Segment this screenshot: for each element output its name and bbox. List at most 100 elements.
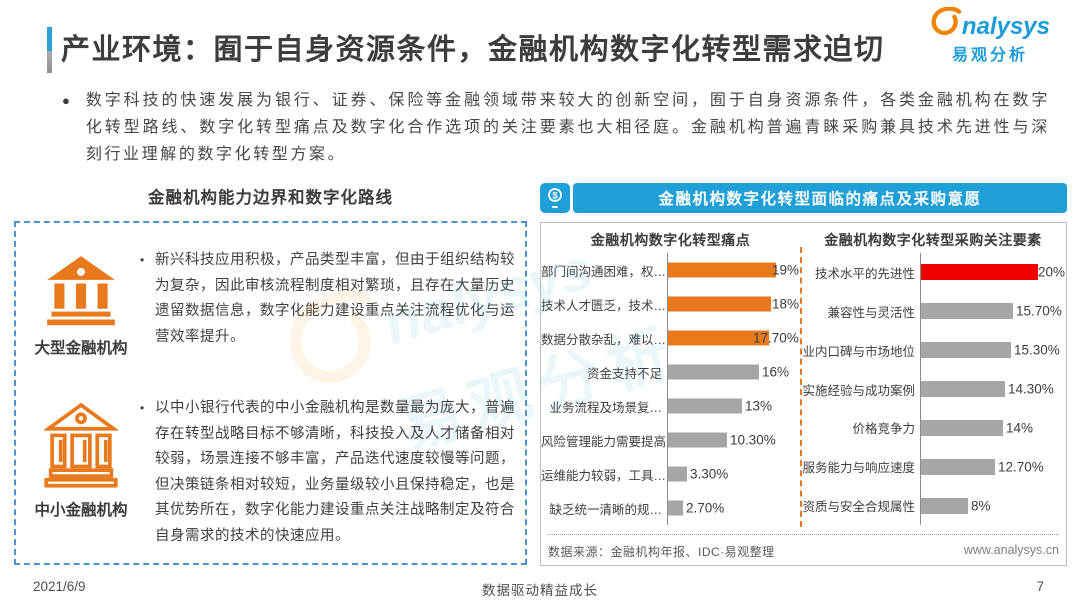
value-label: 15.70% xyxy=(1016,303,1062,319)
chart-row: 价格竞争力 14% xyxy=(800,408,1066,448)
page-number: 7 xyxy=(1036,579,1044,594)
bar-track: 17.70% xyxy=(667,321,800,355)
category-label: 缺乏统一清晰的规… xyxy=(549,502,662,517)
chart-row: 业务流程及场景复… 13% xyxy=(541,389,800,423)
category-label: 业务流程及场景复… xyxy=(549,400,662,415)
painpoints-panel: $ 金融机构数字化转型面临的痛点及采购意愿 金融机构数字化转型痛点 部门间沟通困… xyxy=(540,183,1067,566)
svg-text:$: $ xyxy=(552,191,558,202)
value-label: 8% xyxy=(971,498,991,514)
bar xyxy=(921,264,1038,281)
chart-row: 服务能力与响应速度 12.70% xyxy=(800,447,1066,487)
institution-item-small: 中小金融机构 • 以中小银行代表的中小金融机构是数量最为庞大，普遍存在转型战略目… xyxy=(16,396,525,549)
bar-track: 8% xyxy=(920,486,1066,526)
logo-brand-name: nalysys xyxy=(961,13,1050,40)
chart-row: 运维能力较弱，工具… 3.30% xyxy=(541,457,800,491)
category-label: 技术人才匮乏，技术… xyxy=(541,298,667,313)
bar-track: 12.70% xyxy=(920,447,1066,487)
bar-track: 16% xyxy=(667,355,800,389)
footer-date: 2021/6/9 xyxy=(33,579,86,594)
pain-points-chart: 金融机构数字化转型痛点 部门间沟通困难，权… 19% 技术人才匮乏，技术… 18% 数据… xyxy=(541,223,800,525)
mobile-payment-icon: $ xyxy=(540,183,570,213)
chart-row: 实施经验与成功案例 14.30% xyxy=(800,369,1066,409)
value-label: 3.30% xyxy=(690,466,729,482)
charts-divider xyxy=(800,247,802,527)
purchase-factors-chart: 金融机构数字化转型采购关注要素 技术水平的先进性 20% 兼容性与灵活性 15.70%… xyxy=(800,223,1066,526)
value-label: 19% xyxy=(772,262,800,278)
logo-subtitle: 易观分析 xyxy=(951,47,1028,64)
bar-track: 14% xyxy=(920,408,1066,448)
bar xyxy=(668,330,769,346)
list-bullet: • xyxy=(140,253,145,267)
category-label: 数据分散杂乱，难以… xyxy=(541,332,667,347)
institution-label: 大型金融机构 xyxy=(34,340,128,357)
category-label: 资质与安全合规属性 xyxy=(802,500,915,515)
chart-row: 业内口碑与市场地位 15.30% xyxy=(800,330,1066,370)
intro-text: 数字科技的快速发展为银行、证券、保险等金融领域带来较大的创新空间，囿于自身资源条… xyxy=(85,92,1050,163)
category-label: 运维能力较弱，工具… xyxy=(541,468,667,483)
bar xyxy=(668,466,687,482)
category-label: 兼容性与灵活性 xyxy=(827,305,915,320)
value-label: 14% xyxy=(1006,420,1034,436)
bar-track: 10.30% xyxy=(667,423,800,457)
bar xyxy=(921,419,1003,436)
chart-row: 缺乏统一清晰的规… 2.70% xyxy=(541,491,800,525)
chart-title: 金融机构数字化转型采购关注要素 xyxy=(824,232,1042,248)
institution-label: 中小金融机构 xyxy=(34,502,128,519)
bar xyxy=(921,497,968,514)
chart-row: 技术人才匮乏，技术… 18% xyxy=(541,287,800,321)
bar-track: 18% xyxy=(667,287,800,321)
bar-track: 15.70% xyxy=(920,291,1066,331)
footer-slogan: 数据驱动精益成长 xyxy=(482,583,598,598)
bar-track: 14.30% xyxy=(920,369,1066,409)
category-label: 业内口碑与市场地位 xyxy=(802,344,915,359)
bar xyxy=(668,296,771,312)
analysys-logo: nalysys 易观分析 xyxy=(930,6,1050,65)
bar-track: 19% xyxy=(667,253,800,287)
bar xyxy=(921,342,1011,359)
intro-paragraph: ● 数字科技的快速发展为银行、证券、保险等金融领域带来较大的创新空间，囿于自身资… xyxy=(62,87,1050,168)
bar xyxy=(668,364,760,380)
chart-title: 金融机构数字化转型痛点 xyxy=(590,232,751,248)
value-label: 10.30% xyxy=(730,432,776,448)
category-label: 技术水平的先进性 xyxy=(814,266,915,281)
chart-row: 部门间沟通困难，权… 19% xyxy=(541,253,800,287)
bank-outline-icon xyxy=(42,402,120,492)
chart-row: 技术水平的先进性 20% xyxy=(800,253,1066,292)
painpoints-panel-box: 金融机构数字化转型痛点 部门间沟通困难，权… 19% 技术人才匮乏，技术… 18% 数据… xyxy=(540,222,1067,566)
bar xyxy=(921,303,1013,320)
capability-panel-title: 金融机构能力边界和数字化路线 xyxy=(148,189,393,207)
bar-track: 20% xyxy=(920,253,1066,292)
bar xyxy=(668,398,743,414)
category-label: 实施经验与成功案例 xyxy=(802,383,915,398)
painpoints-panel-title: 金融机构数字化转型面临的痛点及采购意愿 xyxy=(573,183,1067,213)
value-label: 16% xyxy=(762,364,790,380)
capability-panel-box: 大型金融机构 • 新兴科技应用积极，产品类型丰富，但由于组织结构较为复杂，因此审… xyxy=(14,221,527,565)
title-accent-bar xyxy=(47,27,52,73)
bar xyxy=(921,381,1005,397)
institution-description: 以中小银行代表的中小金融机构是数量最为庞大，普遍存在转型战略目标不够清晰，科技投… xyxy=(155,400,515,544)
source-row: 数据来源：金融机构年报、IDC·易观整理 www.analysys.cn xyxy=(548,534,1059,560)
bar-track: 3.30% xyxy=(667,457,800,491)
value-label: 2.70% xyxy=(686,500,725,516)
value-label: 12.70% xyxy=(998,459,1044,475)
capability-panel: 金融机构能力边界和数字化路线 xyxy=(14,184,527,565)
institution-description: 新兴科技应用积极，产品类型丰富，但由于组织结构较为复杂，因此审核流程制度相对繁琐… xyxy=(155,252,515,345)
value-label: 20% xyxy=(1038,264,1066,280)
value-label: 14.30% xyxy=(1008,381,1054,397)
value-label: 15.30% xyxy=(1014,342,1060,358)
bar-track: 15.30% xyxy=(920,330,1066,370)
category-label: 服务能力与响应速度 xyxy=(802,461,915,476)
data-source: 数据来源：金融机构年报、IDC·易观整理 xyxy=(548,545,775,559)
chart-row: 兼容性与灵活性 15.70% xyxy=(800,291,1066,331)
bar xyxy=(921,458,996,475)
bar-track: 13% xyxy=(667,389,800,423)
page-title: 产业环境：囿于自身资源条件，金融机构数字化转型需求迫切 xyxy=(61,34,885,66)
bar-track: 2.70% xyxy=(667,491,800,525)
value-label: 13% xyxy=(745,398,773,414)
category-label: 风险管理能力需要提高 xyxy=(541,434,667,449)
bar xyxy=(668,432,727,448)
bullet-marker: ● xyxy=(62,93,70,108)
value-label: 17.70% xyxy=(753,330,799,346)
institution-item-large: 大型金融机构 • 新兴科技应用积极，产品类型丰富，但由于组织结构较为复杂，因此审… xyxy=(16,248,525,358)
